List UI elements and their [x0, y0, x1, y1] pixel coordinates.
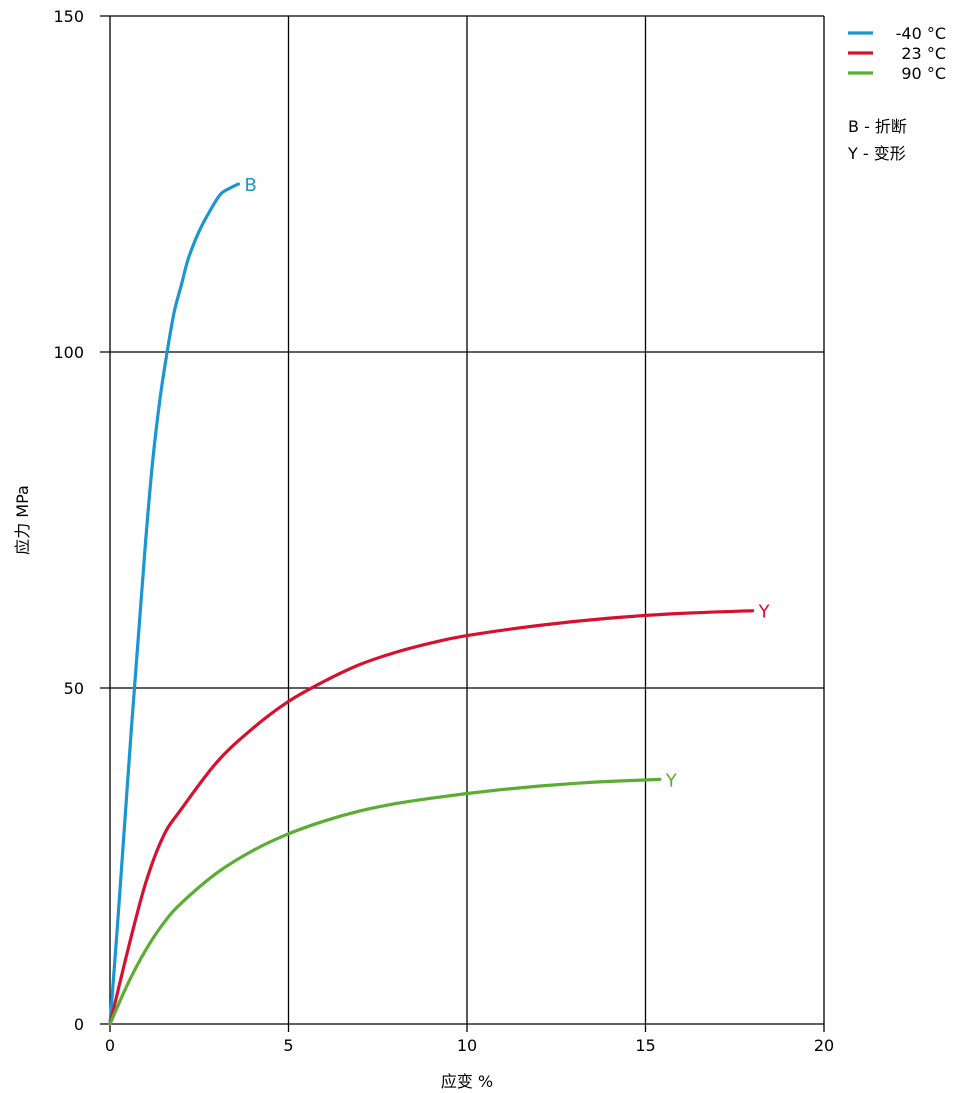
x-tick-label: 10: [457, 1036, 477, 1055]
annotation-note: Y - 变形: [847, 144, 906, 163]
x-tick-label: 5: [283, 1036, 293, 1055]
series-line-1: [108, 609, 755, 1026]
y-tick-label: 150: [53, 7, 84, 26]
tick-labels: 0 5 10 15 20 0 50 100 150: [53, 7, 834, 1055]
series-lines: B Y Y: [108, 175, 771, 1026]
legend: -40 °C23 °C90 °C B - 折断 Y - 变形: [847, 24, 946, 163]
x-tick-label: 15: [635, 1036, 655, 1055]
y-axis-title: 应力 MPa: [13, 485, 32, 555]
x-axis-title: 应变 %: [441, 1072, 493, 1091]
legend-label: -40 °C: [896, 24, 946, 43]
series-end-label: B: [245, 175, 257, 196]
series-end-label: Y: [665, 770, 678, 791]
y-tick-label: 0: [74, 1015, 84, 1034]
y-tick-label: 100: [53, 343, 84, 362]
x-tick-label: 20: [814, 1036, 834, 1055]
x-tick-label: 0: [105, 1036, 115, 1055]
y-tick-label: 50: [64, 679, 84, 698]
series-line-2: [108, 777, 662, 1026]
series-end-label: Y: [758, 602, 771, 623]
series-line-0: [108, 182, 241, 1026]
legend-label: 90 °C: [901, 64, 946, 83]
grid: [100, 15, 825, 1032]
legend-label: 23 °C: [901, 44, 946, 63]
annotation-note: B - 折断: [848, 117, 907, 136]
